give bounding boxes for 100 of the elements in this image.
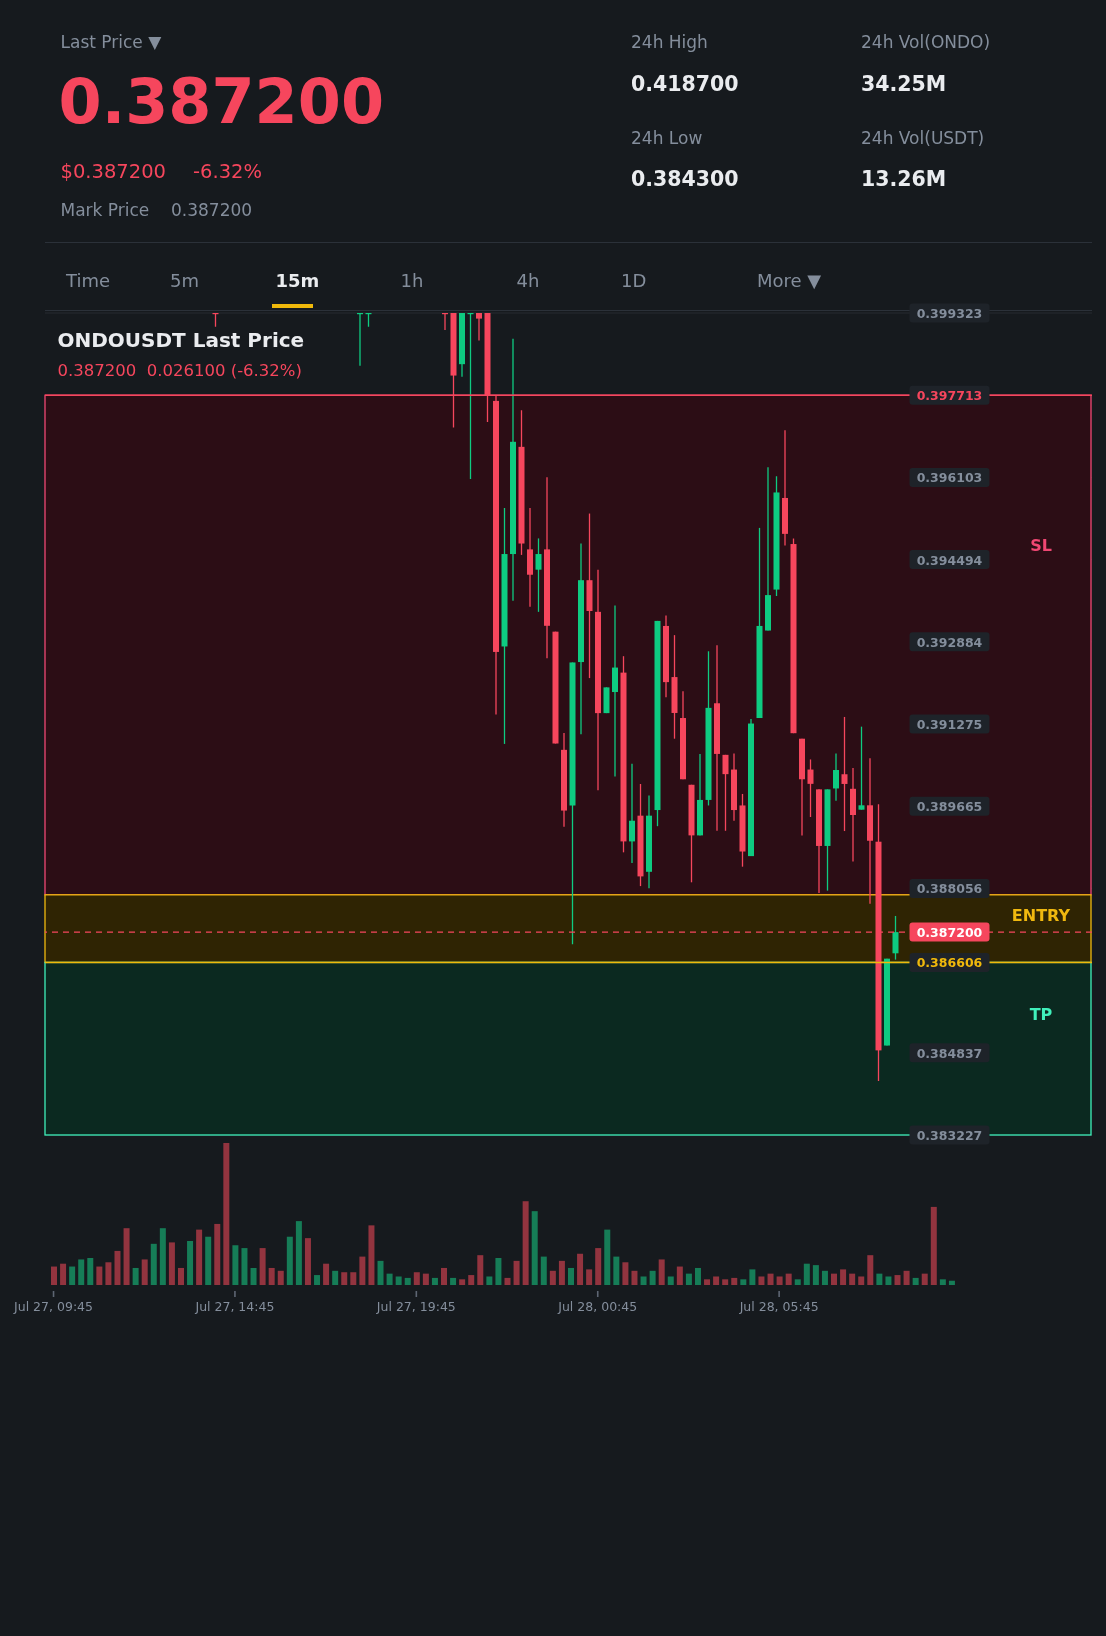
bar bbox=[676, 1266, 683, 1285]
bar bbox=[749, 1268, 756, 1285]
candlestick bbox=[858, 726, 865, 811]
bar bbox=[876, 1273, 883, 1285]
bar bbox=[468, 1274, 475, 1285]
bar bbox=[459, 1278, 466, 1285]
bar bbox=[259, 1247, 266, 1285]
bar bbox=[377, 1260, 384, 1285]
bar bbox=[495, 1257, 502, 1285]
x-tick-label: Jul 28, 05:45 bbox=[738, 1298, 819, 1314]
bar bbox=[177, 1267, 184, 1285]
text: 24h Vol(ONDO) bbox=[861, 31, 991, 53]
candlestick bbox=[841, 716, 848, 832]
bar bbox=[586, 1268, 593, 1285]
bar bbox=[286, 1236, 293, 1285]
band-label: TP bbox=[1029, 1004, 1053, 1024]
bar bbox=[549, 1270, 556, 1285]
bar bbox=[812, 1264, 819, 1285]
bar bbox=[341, 1271, 348, 1285]
text: 24h High bbox=[631, 31, 708, 53]
candlestick bbox=[629, 763, 635, 864]
bar bbox=[948, 1280, 955, 1285]
bar bbox=[277, 1270, 284, 1285]
bar bbox=[168, 1241, 175, 1285]
bar bbox=[567, 1267, 574, 1285]
candlestick bbox=[535, 537, 542, 613]
bar bbox=[722, 1278, 729, 1285]
bar bbox=[132, 1267, 139, 1285]
bar bbox=[332, 1270, 339, 1285]
bar bbox=[78, 1258, 85, 1285]
bar bbox=[740, 1278, 747, 1285]
text: 24h Low bbox=[631, 128, 703, 149]
bar bbox=[187, 1240, 194, 1285]
bar bbox=[821, 1270, 828, 1285]
bar bbox=[422, 1273, 429, 1285]
x-tick-label: Jul 27, 09:45 bbox=[13, 1298, 93, 1314]
bar bbox=[604, 1229, 611, 1285]
bar bbox=[441, 1267, 448, 1285]
text: -6.32% bbox=[193, 159, 262, 184]
bar bbox=[704, 1278, 711, 1285]
text: $0.387200 bbox=[60, 159, 166, 184]
bar bbox=[513, 1260, 520, 1285]
text: 24h Vol(USDT) bbox=[861, 128, 985, 149]
bar bbox=[350, 1271, 357, 1285]
bar bbox=[776, 1275, 783, 1285]
bar bbox=[767, 1273, 774, 1285]
bar bbox=[694, 1267, 701, 1285]
bar bbox=[785, 1273, 792, 1285]
ref-line-label: 0.387200 bbox=[916, 924, 983, 940]
text: 0.387200 bbox=[58, 65, 385, 139]
y-tick-label: 0.392884 bbox=[916, 634, 983, 650]
bar bbox=[577, 1253, 584, 1285]
bar bbox=[268, 1267, 275, 1285]
text: 5m bbox=[170, 269, 199, 292]
text: 15m bbox=[275, 269, 320, 292]
candlestick bbox=[476, 313, 482, 342]
bar bbox=[794, 1278, 801, 1285]
bar bbox=[60, 1263, 67, 1285]
bar bbox=[658, 1258, 665, 1285]
bar bbox=[295, 1220, 302, 1285]
y-tick-label: 0.394494 bbox=[916, 552, 983, 568]
ref-line-label: 0.386606 bbox=[916, 954, 983, 970]
bar bbox=[831, 1273, 838, 1285]
y-tick-label: 0.388056 bbox=[916, 880, 983, 896]
y-tick-label: 0.389665 bbox=[916, 798, 983, 814]
bar bbox=[205, 1236, 212, 1285]
bar bbox=[867, 1254, 874, 1285]
text: 34.25M bbox=[861, 71, 947, 97]
bar bbox=[431, 1277, 438, 1285]
bar bbox=[105, 1261, 112, 1285]
y-tick-label: 0.391275 bbox=[916, 716, 983, 732]
candlestick bbox=[807, 758, 814, 818]
x-tick-label: Jul 27, 19:45 bbox=[375, 1298, 456, 1314]
bar bbox=[531, 1210, 538, 1285]
bar bbox=[486, 1275, 493, 1285]
band-label: ENTRY bbox=[1011, 905, 1071, 925]
candlestick bbox=[833, 752, 839, 802]
bar bbox=[631, 1270, 638, 1285]
bar bbox=[241, 1247, 248, 1285]
text: More ▼ bbox=[757, 269, 822, 292]
text: Time bbox=[66, 269, 111, 292]
bar bbox=[849, 1273, 856, 1285]
bar bbox=[558, 1260, 565, 1285]
text: ONDOUSDT Last Price bbox=[57, 327, 305, 352]
bar bbox=[232, 1244, 239, 1285]
bar bbox=[304, 1237, 311, 1285]
bar bbox=[522, 1200, 529, 1285]
bar bbox=[649, 1270, 656, 1285]
text: 0.387200 0.026100 (-6.32%) bbox=[57, 360, 302, 381]
text: 13.26M bbox=[861, 167, 947, 192]
bar bbox=[214, 1223, 221, 1285]
y-tick-label: 0.396103 bbox=[916, 469, 983, 485]
text: 1h bbox=[400, 269, 424, 292]
ref-line-label: 0.397713 bbox=[916, 387, 983, 403]
bar bbox=[96, 1266, 103, 1285]
bar bbox=[87, 1257, 94, 1285]
bar bbox=[595, 1247, 602, 1285]
bar bbox=[368, 1224, 375, 1285]
bar bbox=[803, 1263, 810, 1285]
text: Mark Price bbox=[60, 200, 150, 221]
